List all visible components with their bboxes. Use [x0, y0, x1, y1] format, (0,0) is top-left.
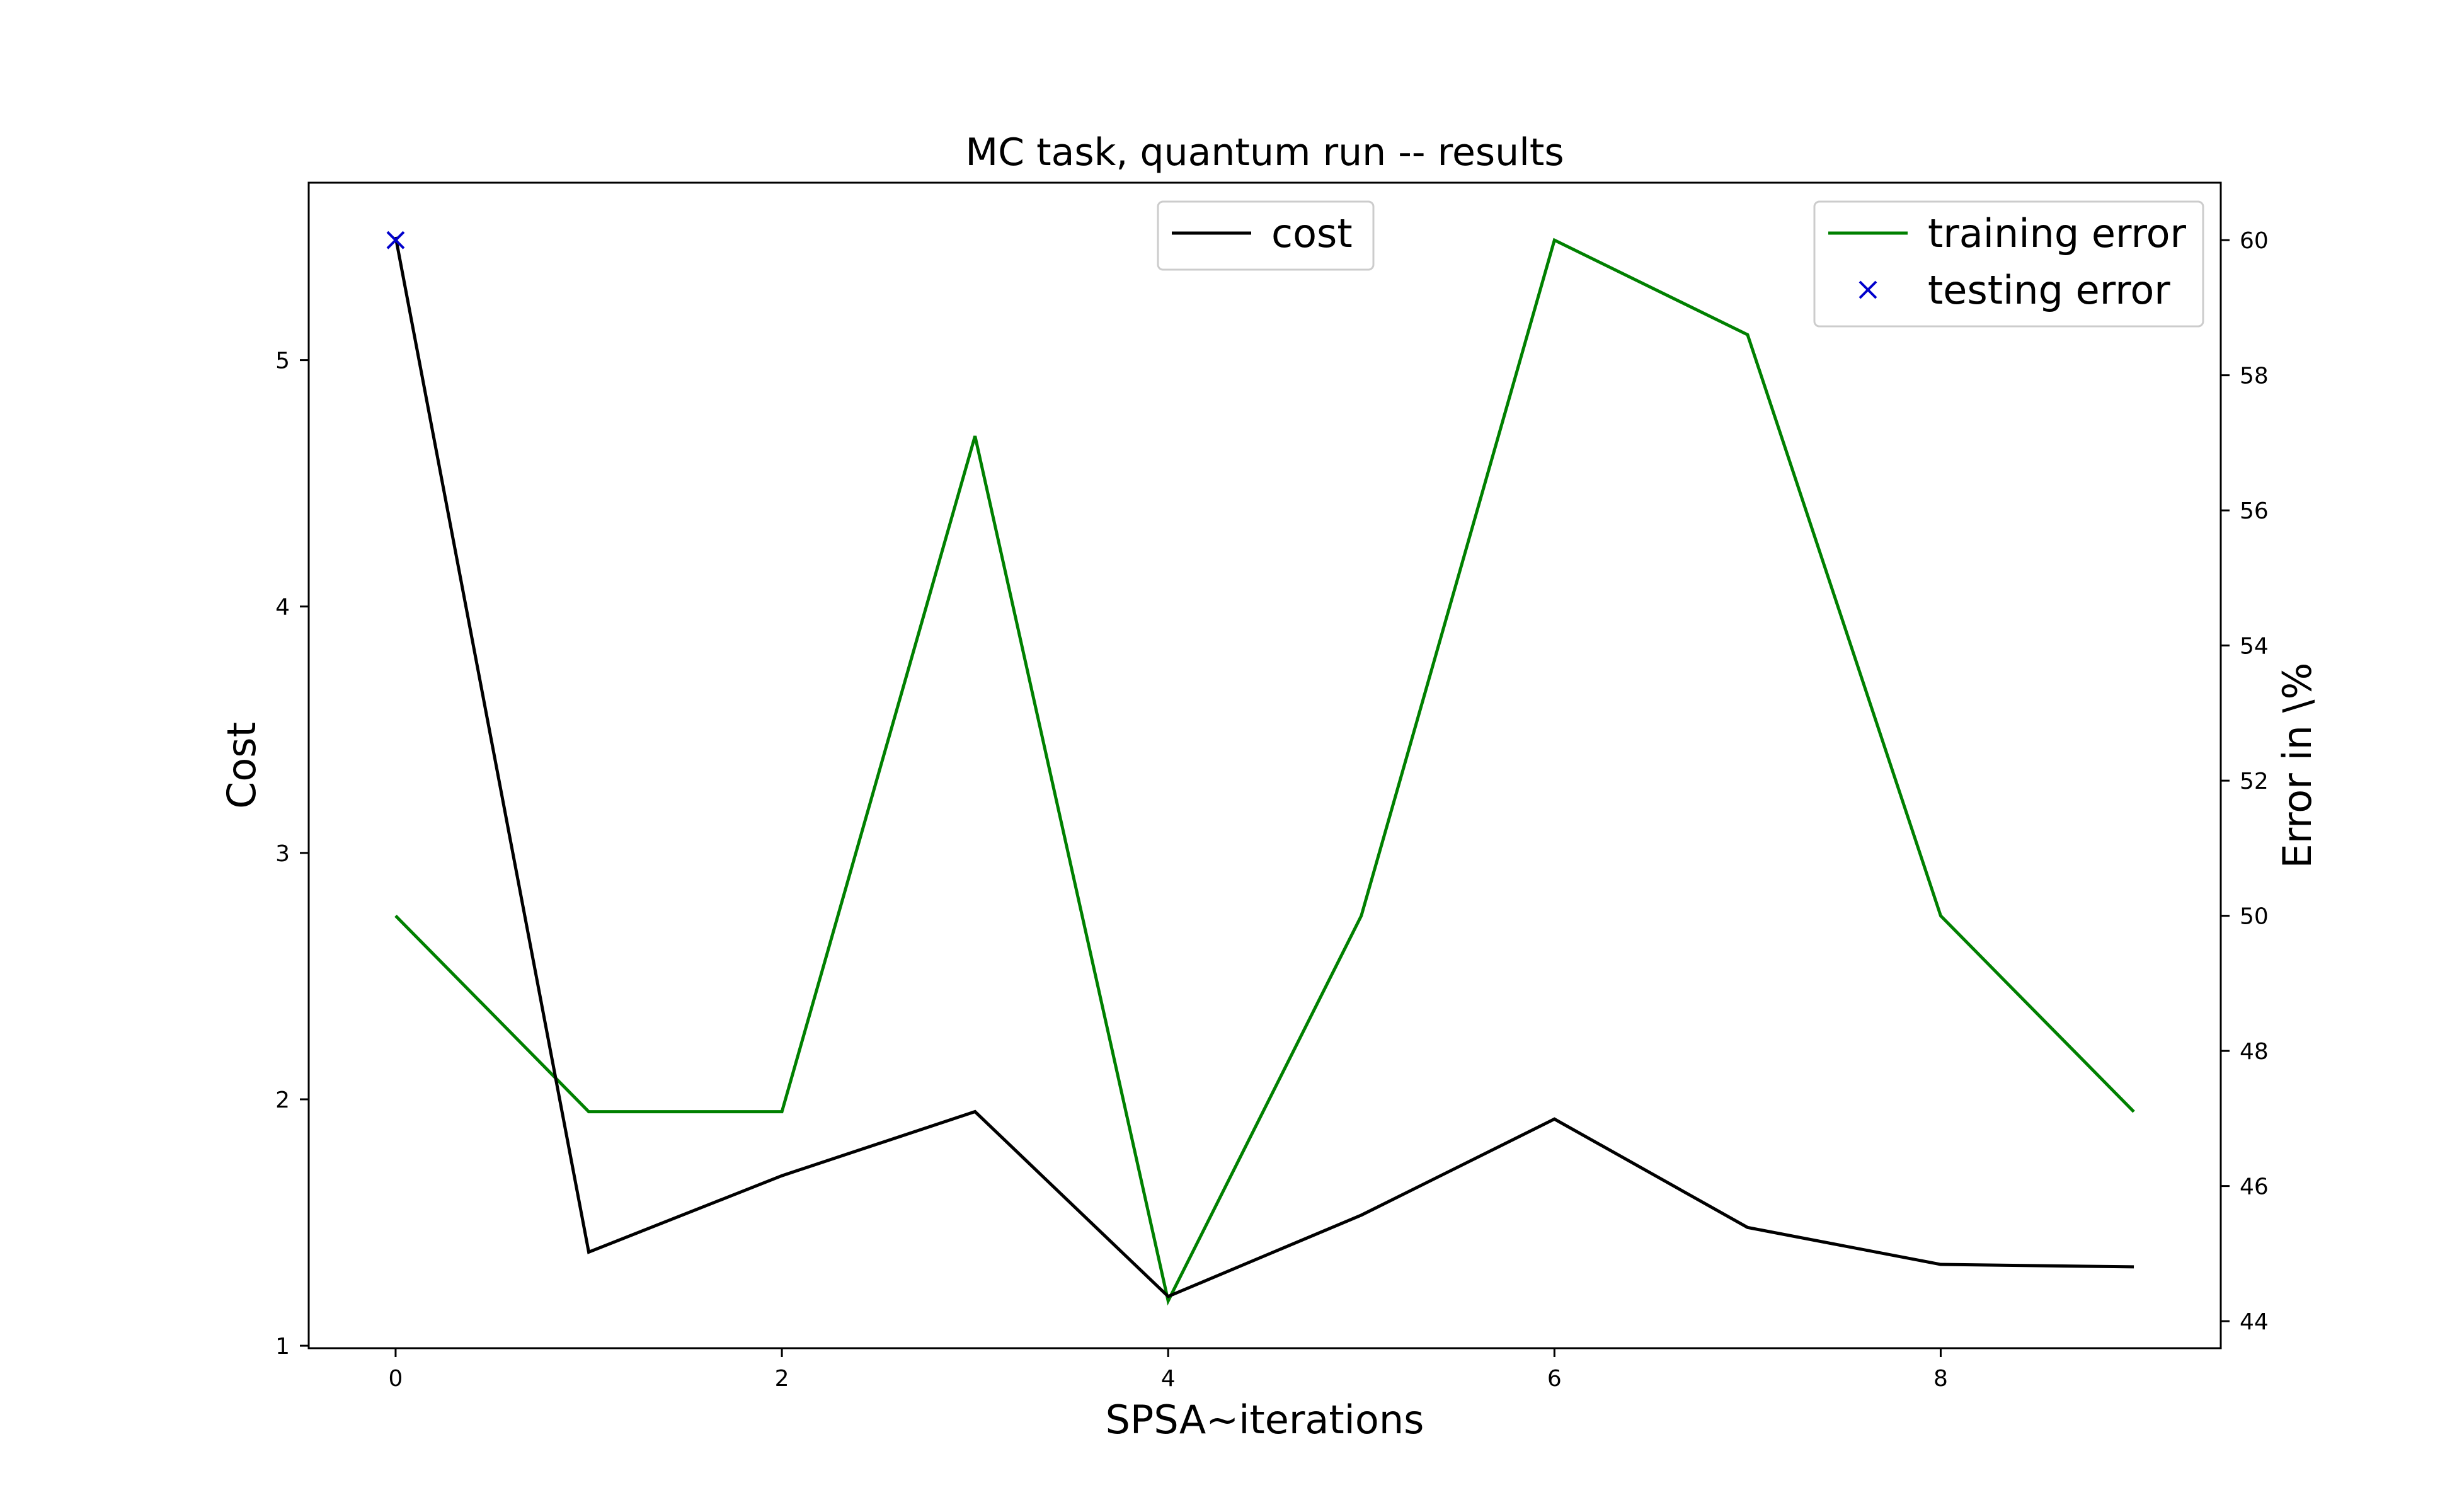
y-right-tick-label: 52 [2240, 769, 2269, 794]
y-left-tick-label: 5 [275, 348, 290, 374]
y-left-tick-label: 1 [275, 1334, 290, 1360]
y-left-tick-label: 2 [275, 1087, 290, 1113]
x-tick-label: 0 [389, 1366, 403, 1392]
legend-cost: cost [1157, 200, 1375, 271]
y-right-tick-label: 56 [2240, 498, 2269, 524]
y-right-tick-label: 54 [2240, 634, 2269, 660]
y-right-tick-label: 50 [2240, 904, 2269, 930]
y-axis-label-left: Cost [219, 722, 265, 809]
y-left-tick-label: 3 [275, 841, 290, 867]
x-tick-label: 6 [1547, 1366, 1562, 1392]
y-right-tick-label: 48 [2240, 1039, 2269, 1065]
series-line-training-error [394, 238, 2135, 1306]
x-tick-label: 2 [775, 1366, 789, 1392]
y-right-tick-label: 58 [2240, 364, 2269, 389]
y-right-tick-label: 44 [2240, 1309, 2269, 1335]
y-left-tick-label: 4 [275, 595, 290, 621]
x-tick-label: 4 [1161, 1366, 1176, 1392]
legend-errors: training error testing error [1813, 200, 2204, 328]
chart-title: MC task, quantum run -- results [965, 130, 1564, 175]
y-axis-label-right: Error in \% [2274, 663, 2320, 869]
legend-label: testing error [1928, 267, 2170, 313]
series-line-cost [394, 236, 2134, 1298]
plot-frame [307, 181, 2222, 1349]
legend-swatch-testing-error [1858, 280, 1877, 299]
legend-frame [1813, 200, 2204, 328]
legend-frame [1157, 200, 1375, 271]
x-axis-label: SPSA~iterations [1106, 1397, 1424, 1443]
y-right-tick-label: 46 [2240, 1174, 2269, 1200]
y-right-tick-label: 60 [2240, 228, 2269, 254]
x-tick-label: 8 [1933, 1366, 1948, 1392]
legend-layer: cost training error testing error [1157, 200, 2204, 328]
legend-label: cost [1271, 210, 1353, 256]
legend-label: training error [1928, 210, 2187, 256]
plot-layer [386, 231, 2135, 1306]
data-point-testing-error [386, 231, 405, 249]
